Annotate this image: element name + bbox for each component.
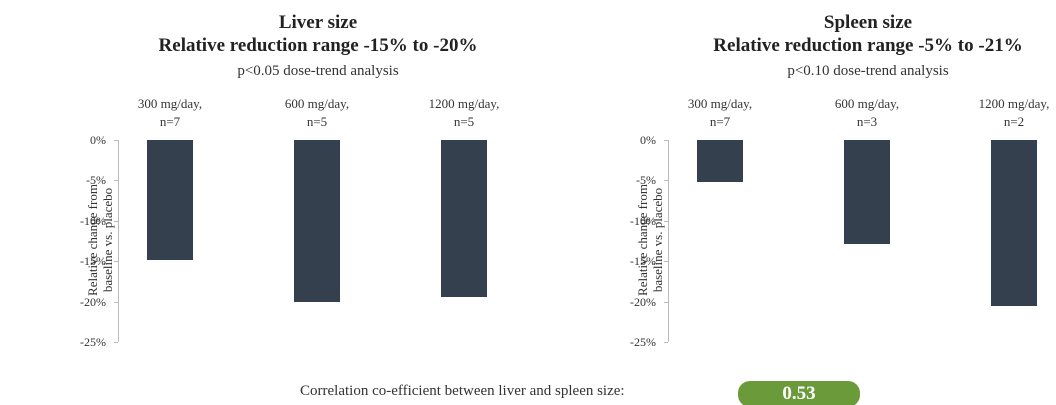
bar: [991, 140, 1037, 307]
x-tick-label: 600 mg/day, n=5: [284, 96, 350, 129]
y-axis-label: Relative change from baseline vs. placeb…: [85, 184, 115, 296]
bar: [441, 140, 487, 297]
y-tick-label: 0%: [640, 133, 656, 147]
chart-title: Spleen size: [823, 12, 913, 33]
bar: [844, 140, 890, 245]
y-tick-label: -5%: [86, 173, 106, 188]
y-tick: [114, 220, 118, 222]
chart-subtitle: Relative reduction range -15% to -20%: [158, 35, 478, 56]
y-tick: [664, 261, 668, 263]
y-tick: [114, 140, 118, 141]
y-tick: [664, 220, 668, 222]
y-tick-label: -15%: [630, 254, 656, 269]
y-axis-label: Relative change from baseline vs. placeb…: [635, 184, 665, 296]
y-tick-label: -25%: [630, 335, 656, 349]
y-tick-label: -20%: [630, 294, 656, 309]
y-tick: [114, 342, 118, 343]
chart-title: Liver size: [278, 12, 358, 33]
y-tick-label: -15%: [80, 254, 106, 269]
y-tick: [664, 301, 668, 303]
x-tick-label: 600 mg/day, n=3: [834, 96, 900, 129]
y-tick-label: -10%: [630, 213, 656, 228]
x-tick-label: 1200 mg/day, n=5: [428, 96, 500, 129]
bar: [697, 140, 743, 183]
x-tick-label: 1200 mg/day, n=2: [978, 96, 1050, 129]
y-tick-label: -5%: [636, 173, 656, 188]
y-axis: [118, 140, 119, 342]
correlation-label: Correlation co-efficient between liver a…: [300, 383, 625, 399]
correlation-value: 0.53: [738, 381, 860, 405]
y-tick-label: -10%: [80, 213, 106, 228]
y-tick: [664, 342, 668, 343]
chart-note: p<0.10 dose-trend analysis: [787, 63, 949, 79]
y-tick: [114, 261, 118, 263]
y-tick-label: -20%: [80, 294, 106, 309]
y-tick-label: -25%: [80, 335, 106, 349]
y-axis: [668, 140, 669, 342]
x-tick-label: 300 mg/day, n=7: [137, 96, 203, 129]
x-tick-label: 300 mg/day, n=7: [687, 96, 753, 129]
bar: [294, 140, 340, 302]
y-tick: [114, 301, 118, 303]
y-tick: [664, 140, 668, 141]
bar: [147, 140, 193, 260]
chart-subtitle: Relative reduction range -5% to -21%: [713, 35, 1023, 56]
y-tick: [114, 180, 118, 182]
y-tick: [664, 180, 668, 182]
chart-note: p<0.05 dose-trend analysis: [237, 63, 399, 79]
y-tick-label: 0%: [90, 133, 106, 147]
